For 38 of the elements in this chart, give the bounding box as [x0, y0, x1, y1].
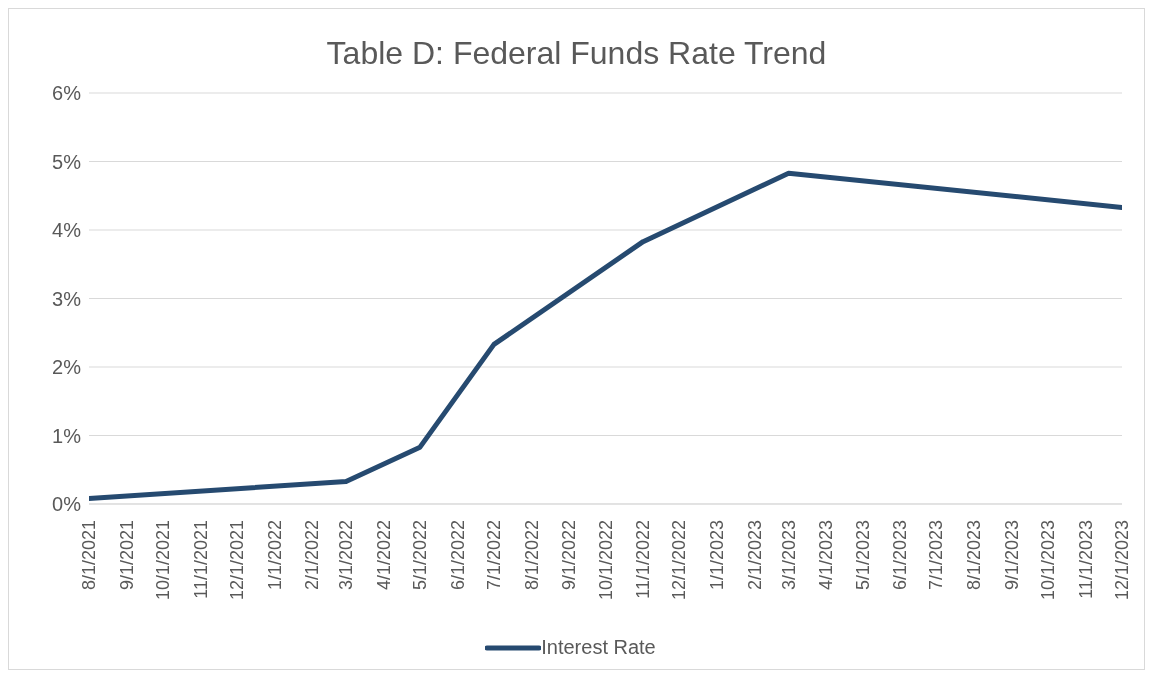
- x-tick-label: 3/1/2023: [778, 520, 799, 591]
- x-tick-label: 3/1/2022: [336, 520, 357, 591]
- y-tick-label: 4%: [52, 219, 82, 242]
- legend-label: Interest Rate: [541, 636, 656, 659]
- x-tick-label: 12/1/2021: [226, 520, 247, 601]
- x-tick-label: 2/1/2022: [302, 520, 323, 591]
- x-tick-label: 8/1/2023: [964, 520, 985, 591]
- x-tick-label: 7/1/2022: [483, 520, 504, 591]
- x-tick-label: 11/1/2021: [190, 520, 211, 599]
- x-tick-label: 5/1/2022: [410, 520, 430, 591]
- x-tick-label: 12/1/2023: [1112, 520, 1132, 601]
- x-tick-label: 5/1/2023: [852, 520, 873, 591]
- x-tick-label: 10/1/2023: [1038, 520, 1059, 601]
- x-tick-label: 10/1/2021: [152, 520, 173, 601]
- x-tick-label: 9/1/2022: [559, 520, 580, 591]
- x-tick-label: 4/1/2022: [373, 520, 394, 591]
- y-tick-label: 6%: [52, 82, 82, 105]
- y-tick-label: 3%: [52, 287, 82, 310]
- y-tick-label: 5%: [52, 150, 82, 173]
- x-tick-label: 10/1/2022: [595, 520, 616, 601]
- x-tick-label: 9/1/2021: [116, 520, 137, 591]
- chart-title: Table D: Federal Funds Rate Trend: [325, 35, 828, 73]
- x-tick-label: 2/1/2023: [744, 520, 765, 591]
- x-tick-label: 7/1/2023: [926, 520, 947, 591]
- y-tick-label: 2%: [52, 356, 82, 379]
- x-tick-label: 9/1/2023: [1001, 520, 1022, 591]
- x-tick-label: 6/1/2022: [447, 520, 468, 591]
- y-tick-label: 1%: [52, 424, 82, 447]
- x-tick-label: 12/1/2022: [669, 520, 690, 601]
- x-tick-label: 4/1/2023: [816, 520, 837, 591]
- x-tick-label: 1/1/2023: [707, 520, 728, 591]
- x-tick-label: 6/1/2023: [890, 520, 911, 591]
- y-tick-label: 0%: [52, 493, 82, 516]
- x-tick-label: 8/1/2021: [79, 520, 99, 591]
- x-tick-label: 11/1/2023: [1075, 520, 1096, 599]
- x-tick-label: 11/1/2022: [633, 520, 654, 599]
- x-tick-label: 8/1/2022: [521, 520, 542, 591]
- x-tick-label: 1/1/2022: [264, 520, 285, 591]
